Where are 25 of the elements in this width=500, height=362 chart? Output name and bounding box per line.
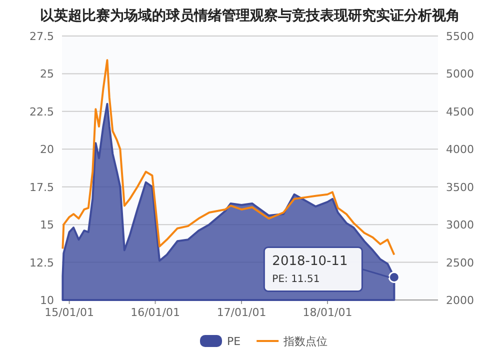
annotation: 2018-10-11 PE: 11.51 xyxy=(272,254,348,286)
y2-tick-label: 3000 xyxy=(446,218,474,232)
y2-tick-label: 2000 xyxy=(446,294,474,307)
y-tick-label: 20 xyxy=(40,143,54,156)
legend-label: 指数点位 xyxy=(282,335,328,348)
y2-tick-label: 3500 xyxy=(446,180,474,194)
chart-title: 以英超比赛为场域的球员情绪管理观察与竞技表现研究实证分析视角 xyxy=(40,7,460,24)
x-tick-label: 17/01/01 xyxy=(216,306,266,319)
y2-tick-label: 4000 xyxy=(446,143,474,156)
y-tick-label: 25 xyxy=(40,68,54,81)
y-tick-label: 10 xyxy=(40,294,54,307)
legend-label: PE xyxy=(227,335,241,348)
x-tick-label: 18/01/01 xyxy=(302,306,352,319)
y-tick-label: 27.5 xyxy=(30,30,54,43)
y2-tick-label: 5500 xyxy=(446,30,474,43)
x-tick-label: 16/01/01 xyxy=(130,306,180,319)
y-tick-label: 15 xyxy=(40,218,54,232)
x-tick-label: 15/01/01 xyxy=(44,306,94,319)
y2-tick-label: 2500 xyxy=(446,256,474,270)
line-series xyxy=(62,59,396,256)
y-tick-label: 22.5 xyxy=(30,105,54,118)
y2-tick-label: 4500 xyxy=(446,105,474,118)
y2-tick-label: 5000 xyxy=(446,68,474,81)
y-tick-label: 17.5 xyxy=(30,180,54,194)
y-tick-label: 12.5 xyxy=(30,256,54,270)
